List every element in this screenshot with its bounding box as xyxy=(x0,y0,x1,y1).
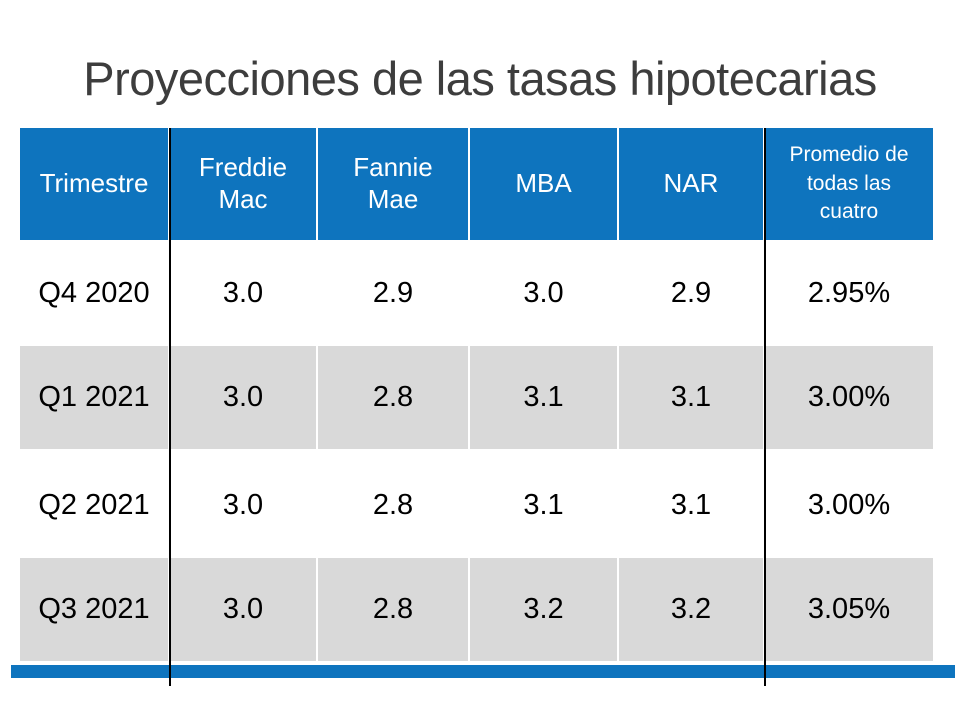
cell-freddie-mac: 3.0 xyxy=(170,452,318,558)
cell-quarter: Q3 2021 xyxy=(20,558,170,664)
projections-table: Trimestre Freddie Mac Fannie Mae MBA NAR… xyxy=(20,128,933,664)
column-header-mba: MBA xyxy=(470,128,619,240)
cell-average: 3.00% xyxy=(765,346,933,452)
cell-freddie-mac: 3.0 xyxy=(170,346,318,452)
column-divider-line-right xyxy=(764,128,766,686)
column-header-freddie-mac: Freddie Mac xyxy=(170,128,318,240)
cell-average: 3.05% xyxy=(765,558,933,664)
cell-quarter: Q4 2020 xyxy=(20,240,170,346)
column-divider-line-left xyxy=(169,128,171,686)
cell-mba: 3.0 xyxy=(470,240,619,346)
table-row-q4-2020: Q4 2020 3.0 2.9 3.0 2.9 2.95% xyxy=(20,240,933,346)
bottom-accent-bar xyxy=(11,665,955,678)
cell-freddie-mac: 3.0 xyxy=(170,240,318,346)
page-title: Proyecciones de las tasas hipotecarias xyxy=(83,52,877,105)
table-header-row: Trimestre Freddie Mac Fannie Mae MBA NAR… xyxy=(20,128,933,240)
cell-nar: 3.2 xyxy=(619,558,765,664)
cell-nar: 3.1 xyxy=(619,452,765,558)
cell-nar: 2.9 xyxy=(619,240,765,346)
column-header-fannie-mae: Fannie Mae xyxy=(318,128,470,240)
cell-fannie-mae: 2.8 xyxy=(318,558,470,664)
cell-fannie-mae: 2.9 xyxy=(318,240,470,346)
column-header-nar: NAR xyxy=(619,128,765,240)
cell-average: 3.00% xyxy=(765,452,933,558)
cell-mba: 3.1 xyxy=(470,452,619,558)
cell-mba: 3.2 xyxy=(470,558,619,664)
cell-fannie-mae: 2.8 xyxy=(318,452,470,558)
column-header-trimestre: Trimestre xyxy=(20,128,170,240)
cell-fannie-mae: 2.8 xyxy=(318,346,470,452)
cell-quarter: Q1 2021 xyxy=(20,346,170,452)
table-row-q3-2021: Q3 2021 3.0 2.8 3.2 3.2 3.05% xyxy=(20,558,933,664)
cell-freddie-mac: 3.0 xyxy=(170,558,318,664)
column-header-promedio: Promedio de todas las cuatro xyxy=(765,128,933,240)
cell-quarter: Q2 2021 xyxy=(20,452,170,558)
cell-nar: 3.1 xyxy=(619,346,765,452)
cell-mba: 3.1 xyxy=(470,346,619,452)
table-row-q2-2021: Q2 2021 3.0 2.8 3.1 3.1 3.00% xyxy=(20,452,933,558)
cell-average: 2.95% xyxy=(765,240,933,346)
table-row-q1-2021: Q1 2021 3.0 2.8 3.1 3.1 3.00% xyxy=(20,346,933,452)
